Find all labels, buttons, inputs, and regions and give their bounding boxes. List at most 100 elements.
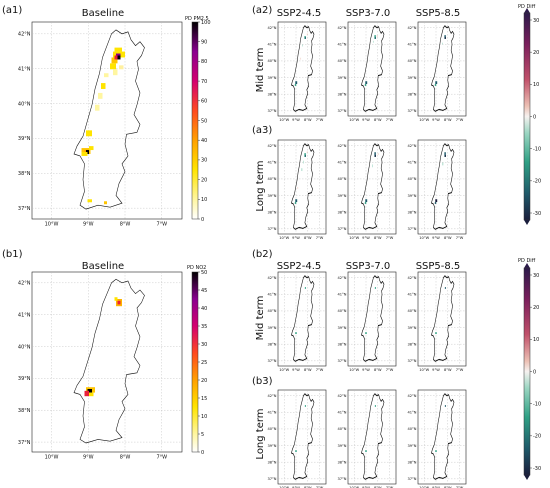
map-a2-ssp245-lon-tick: 10°W [279, 118, 289, 122]
map-b2-ssp245-lat-tick: 41°N [267, 293, 276, 297]
map-b3-ssp245-lon-tick: 9°W [292, 486, 300, 488]
map-b3-ssp245-frame [277, 389, 327, 485]
colorbar-diff-b-tick-label: -30 [533, 466, 541, 472]
map-b1-baseline-lat-tick: 41°N [18, 312, 31, 318]
map-a3-ssp585-hotspot [444, 152, 446, 157]
map-a1-baseline-lat-tick: 41°N [18, 66, 31, 72]
map-b3-ssp585-lon-tick: 10°W [419, 486, 429, 488]
colorbar-b1-title: PD NO2 [187, 265, 206, 271]
colorbar-diff-a [523, 12, 531, 221]
map-a3-ssp370-hotspot [374, 152, 376, 157]
map-a3-ssp370-map [360, 143, 385, 230]
map-a2-ssp585-lat-tick: 37°N [407, 109, 416, 113]
map-a3-ssp245-frame [277, 139, 327, 235]
map-b3-ssp585-lat-tick: 37°N [407, 477, 416, 481]
map-a2-ssp245-lat-tick: 39°N [267, 76, 276, 80]
map-a3-ssp370-lat-tick: 41°N [337, 161, 346, 165]
map-a2-ssp370: 42°N 41°N 40°N 39°N 38°N 37°N 10°W 9°W 8°W 7°W [337, 21, 397, 122]
map-b2-ssp370-hotspot [365, 332, 367, 335]
map-a3-ssp370-hotspot [374, 155, 376, 157]
map-a3-ssp585-lon-tick: 7°W [456, 236, 464, 240]
map-a1-baseline-hotspot [81, 152, 88, 156]
colorbar-diff-b-title: PD Diff [518, 258, 536, 264]
map-a1-baseline: 42°N 41°N 40°N 39°N 38°N 37°N 10°W 9°W 8°W 7°W [18, 21, 183, 228]
colorbar-diff-b-tick-label: 0 [533, 369, 536, 375]
map-b3-ssp370-lon-tick: 10°W [349, 486, 359, 488]
map-b1-baseline: 42°N 41°N 40°N 39°N 38°N 37°N 10°W 9°W 8°W 7°W [18, 271, 183, 461]
map-b2-ssp585-frame [417, 271, 467, 367]
map-b3-ssp585-lat-tick: 39°N [407, 444, 416, 448]
map-b3-ssp245-lon-tick: 7°W [316, 486, 324, 488]
map-a2-ssp585-lat-tick: 40°N [407, 59, 416, 63]
map-a3-ssp245-lat-tick: 38°N [267, 210, 276, 214]
colorbar-diff-b-tick-label: 30 [533, 273, 539, 279]
map-a2-ssp245-lat-tick: 37°N [267, 109, 276, 113]
map-a2-ssp370-hotspot [372, 40, 374, 43]
map-b3-ssp245: 42°N 41°N 40°N 39°N 38°N 37°N 10°W9°W 8°W 7°W [267, 389, 327, 488]
map-panels: 42°N41°N40°N39°N38°N37°N10°W 9°W 8°W 7°W42°… [18, 21, 467, 488]
map-b1-baseline-lat-tick: 38°N [18, 408, 31, 414]
map-a3-ssp585-hotspot [442, 162, 444, 166]
map-a3-ssp370-lat-tick: 37°N [337, 227, 346, 231]
map-b2-ssp245: 42°N 41°N 40°N 39°N 38°N 37°N 10°W 9°W 8°W 7°W [267, 271, 327, 372]
map-a3-ssp370-lat-tick: 40°N [337, 177, 346, 181]
colorbar-a1-tick-label: 70 [201, 79, 207, 85]
map-a3-ssp245: 42°N 41°N 40°N 39°N 38°N 37°N 10°W 9°W 8°W 7°W [267, 139, 327, 240]
map-a2-ssp245-hotspot [294, 84, 297, 86]
map-a2-ssp245-hotspot [304, 37, 306, 39]
map-a1-baseline-hotspot [114, 47, 122, 52]
map-b2-ssp370-lon-tick: 7°W [386, 368, 394, 372]
map-a3-ssp245-lat-tick: 40°N [267, 177, 276, 181]
map-a3-ssp585-hotspot [434, 202, 437, 204]
map-b1-baseline-lon-tick: 9°W [83, 455, 94, 461]
map-b2-ssp370-lat-tick: 37°N [337, 359, 346, 363]
map-a3-ssp585-lat-tick: 38°N [407, 210, 416, 214]
map-a3-ssp370-lon-tick: 10°W [349, 236, 359, 240]
map-b2-ssp585-hotspot [444, 287, 446, 289]
map-b3-ssp245-lat-tick: 41°N [267, 411, 276, 415]
map-a3-ssp370-hotspot [364, 202, 367, 204]
map-a2-ssp370-lon-tick: 8°W [374, 118, 382, 122]
map-b2-ssp585-lon-tick: 7°W [456, 368, 464, 372]
colorbar-b1-tick-label: 0 [201, 450, 204, 456]
colorbar-diff-a-bottom-arrow [524, 220, 530, 225]
map-a2-ssp245-lat-tick: 42°N [267, 26, 276, 30]
map-b3-ssp370-hotspot [365, 450, 367, 453]
map-b3-ssp585-lat-tick: 41°N [407, 411, 416, 415]
map-a2-ssp585-lat-tick: 41°N [407, 43, 416, 47]
map-a2-ssp245-lat-tick: 40°N [267, 59, 276, 63]
map-a1-baseline-hotspot [101, 83, 106, 89]
colorbar-a1-title: PD PM2.5 [185, 16, 209, 22]
baseline-title-a1: Baseline [82, 8, 124, 19]
map-b1-baseline-frame [31, 271, 183, 453]
map-b2-ssp585: 42°N 41°N 40°N 39°N 38°N 37°N 10°W 9°W 8°W 7°W [407, 271, 467, 372]
map-b2-ssp370: 42°N 41°N 40°N 39°N 38°N 37°N 10°W 9°W 8°W 7°W [337, 271, 397, 372]
row-label-b-long: Long term [255, 408, 266, 459]
map-b2-ssp585-lat-tick: 38°N [407, 342, 416, 346]
map-b2-ssp370-hotspot [374, 287, 376, 289]
map-b3-ssp585-map [430, 393, 455, 480]
map-a1-baseline-hotspot [119, 65, 124, 70]
map-b3-ssp585-lon-tick: 9°W [432, 486, 440, 488]
map-b3-ssp245-lat-tick: 38°N [267, 460, 276, 464]
colorbar-diff-b-tick-label: -10 [533, 401, 541, 407]
colorbar-b1-tick-label: 35 [201, 324, 207, 330]
map-a2-ssp370-lon-tick: 10°W [349, 118, 359, 122]
map-a3-ssp370-lat-tick: 38°N [337, 210, 346, 214]
map-b3-ssp370-map [360, 393, 385, 480]
map-b2-ssp245-hotspot [295, 332, 297, 335]
colorbar-a1-tick-label: 30 [201, 158, 207, 164]
colorbar-diff-b-top-arrow [524, 263, 530, 268]
colorbar-diff-a-top-arrow [524, 8, 530, 13]
colorbar-a1-tick-label: 0 [201, 217, 204, 223]
map-a2-ssp370-frame [347, 21, 397, 117]
map-a2-ssp245: 42°N 41°N 40°N 39°N 38°N 37°N 10°W 9°W 8°W 7°W [267, 21, 327, 122]
map-b2-ssp585-lat-tick: 41°N [407, 293, 416, 297]
map-b1-baseline-lat-tick: 37°N [18, 440, 31, 446]
colorbar-diff-a-tick-label: 10 [533, 82, 539, 88]
colorbar-b1-tick-label: 50 [201, 270, 207, 276]
map-b2-ssp370-lat-tick: 38°N [337, 342, 346, 346]
map-a1-baseline-lon-tick: 10°W [45, 222, 59, 228]
map-a3-ssp245-hotspot [295, 199, 298, 203]
map-b3-ssp585: 42°N 41°N 40°N 39°N 38°N 37°N 10°W9°W 8°W 7°W [407, 389, 467, 488]
